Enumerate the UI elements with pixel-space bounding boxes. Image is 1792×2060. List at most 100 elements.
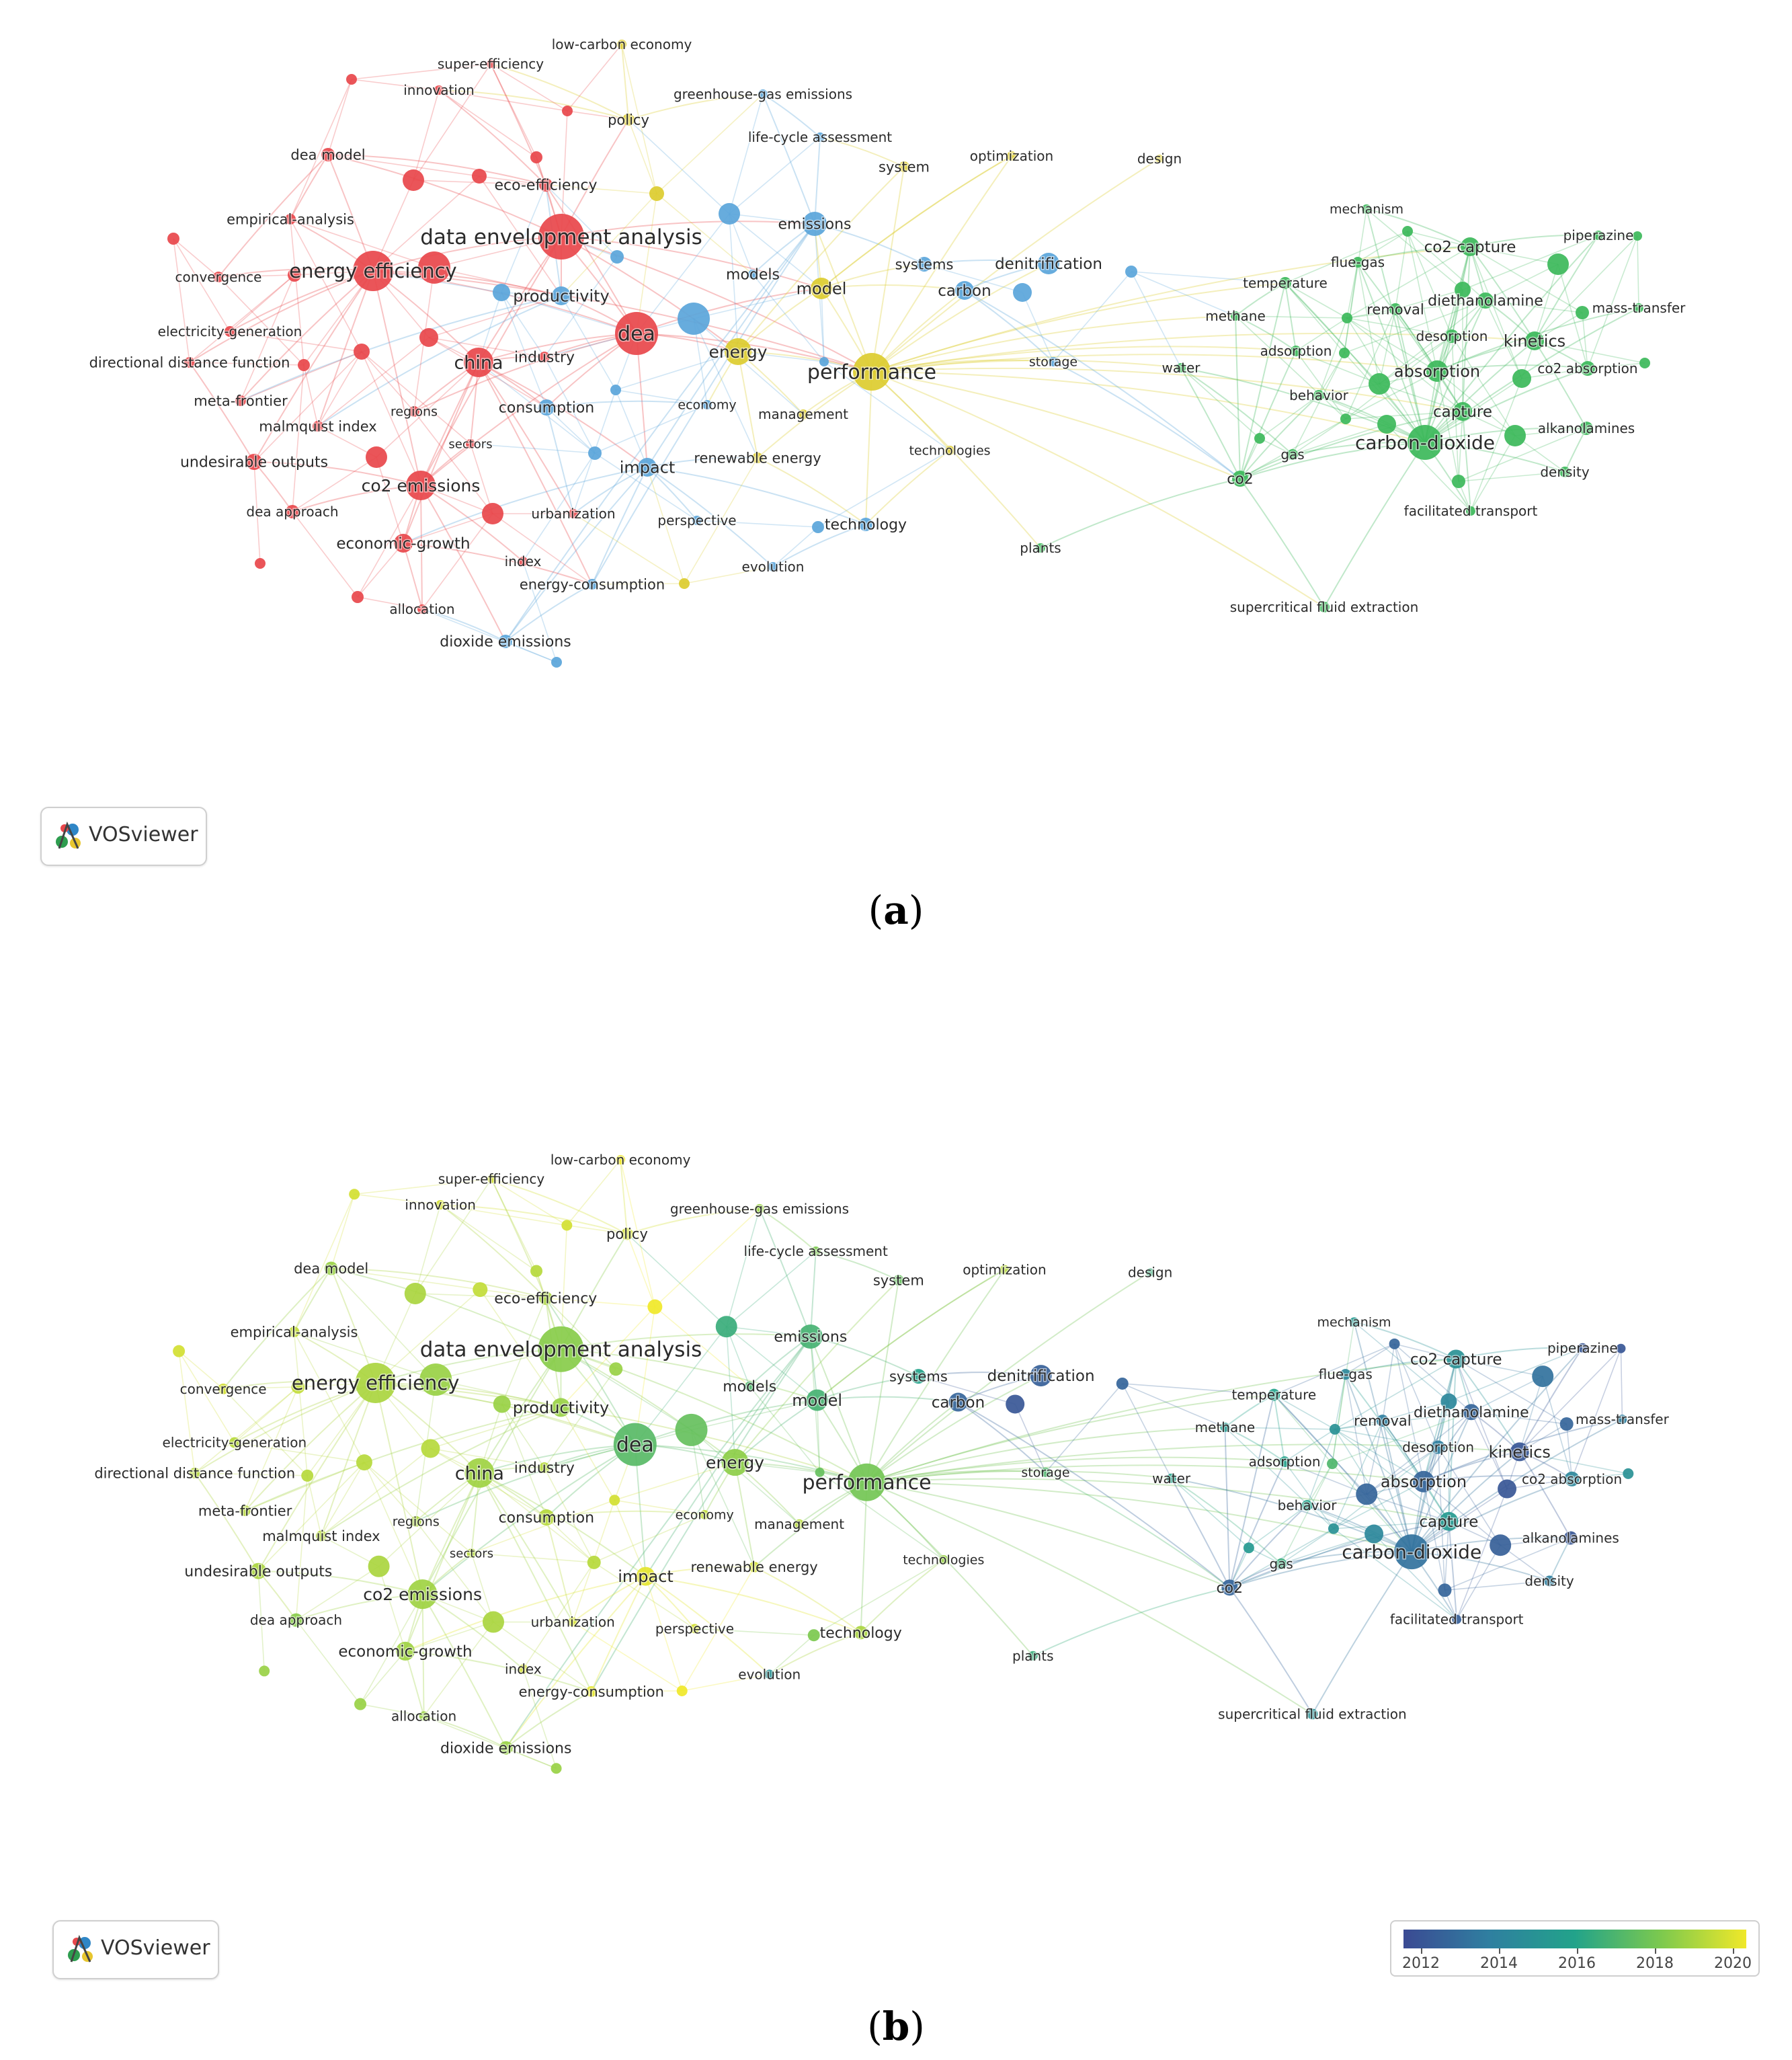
network-node-dea-approach[interactable] [289,1613,303,1627]
network-node[interactable] [1339,348,1350,358]
network-node-urbanization[interactable] [569,509,578,518]
vosviewer-logo-b[interactable]: VOSviewer [52,1920,219,1979]
network-node[interactable] [1365,1524,1384,1544]
network-node[interactable] [1125,266,1137,278]
network-node[interactable] [366,446,387,468]
network-node[interactable] [1498,1479,1517,1499]
network-node-mass-transfer[interactable] [1634,303,1643,313]
network-node-models[interactable] [748,270,758,279]
network-node-productivity[interactable] [552,286,571,305]
network-node-design[interactable] [1155,155,1164,163]
network-node[interactable] [647,1299,663,1314]
network-node-meta-frontier[interactable] [235,395,246,406]
network-node-alkanolamines[interactable] [1563,1531,1578,1545]
network-node-industry[interactable] [539,352,550,362]
network-node-dea-approach[interactable] [286,505,299,518]
network-node-temperature[interactable] [1268,1388,1280,1401]
network-node[interactable] [1532,1365,1554,1388]
network-node-co2-emissions[interactable] [406,471,436,500]
network-node-energy-consumption[interactable] [587,579,598,590]
network-node-management[interactable] [795,1519,805,1529]
network-node[interactable] [1116,1377,1129,1390]
network-node-economic-growth[interactable] [396,1641,415,1661]
network-node[interactable] [483,1611,505,1633]
network-node-policy[interactable] [620,1228,633,1240]
network-node-management[interactable] [799,409,808,419]
network-node[interactable] [812,521,824,533]
network-node-energy[interactable] [725,338,751,365]
network-node-plants[interactable] [1028,1651,1038,1661]
network-node[interactable] [1006,1394,1025,1414]
network-node[interactable] [530,1265,543,1277]
network-node-innovation[interactable] [434,85,444,95]
network-node-removal[interactable] [1389,303,1401,315]
network-node[interactable] [649,186,664,201]
network-node-innovation[interactable] [436,1199,446,1210]
network-node-life-cycle-assessment[interactable] [815,132,825,142]
network-node[interactable] [675,1413,708,1446]
network-node-industry[interactable] [538,1462,550,1474]
network-node-water[interactable] [1166,1473,1176,1483]
vosviewer-logo-a[interactable]: VOSviewer [40,807,207,866]
network-node-plants[interactable] [1036,543,1045,553]
network-node[interactable] [1356,1483,1378,1505]
network-node-technology[interactable] [854,1626,868,1640]
network-node-system[interactable] [893,1275,904,1286]
network-node[interactable] [255,558,266,569]
network-node[interactable] [1504,425,1526,446]
network-node-impact[interactable] [636,1567,655,1586]
network-node-evolution[interactable] [768,562,778,571]
network-node-systems[interactable] [917,257,932,272]
network-node-low-carbon-economy[interactable] [616,1155,626,1165]
network-node-electricity-generation[interactable] [225,326,235,337]
network-node-allocation[interactable] [417,604,427,614]
network-node[interactable] [1490,1534,1512,1556]
network-node-adsorption[interactable] [1291,346,1301,356]
network-node-system[interactable] [899,161,909,172]
network-node-empirical-analysis[interactable] [288,1326,300,1338]
network-node[interactable] [1342,313,1352,323]
network-node[interactable] [493,1395,511,1413]
network-node[interactable] [301,1469,314,1482]
network-node-evolution[interactable] [764,1669,774,1679]
network-node-index[interactable] [518,1664,528,1674]
network-node-piperazine[interactable] [1578,1343,1588,1353]
network-node-productivity[interactable] [551,1398,571,1417]
network-node-water[interactable] [1176,363,1186,372]
network-node-co2-absorption[interactable] [1580,361,1595,376]
network-node-meta-frontier[interactable] [239,1505,251,1517]
network-node-renewable-energy[interactable] [752,452,763,463]
network-node-electricity-generation[interactable] [229,1437,240,1448]
network-node-co2[interactable] [1232,471,1248,487]
network-node-low-carbon-economy[interactable] [617,40,626,49]
network-node-technologies[interactable] [938,1554,948,1564]
network-node[interactable] [610,250,624,264]
network-node[interactable] [473,1282,488,1298]
network-node[interactable] [551,1763,562,1774]
network-node-model[interactable] [806,1389,828,1411]
network-node-allocation[interactable] [419,1711,429,1721]
network-node-sectors[interactable] [466,439,475,448]
network-node-carbon[interactable] [955,281,974,300]
network-node[interactable] [356,1454,372,1471]
network-node[interactable] [587,1555,601,1569]
network-node[interactable] [588,446,602,460]
network-node[interactable] [288,268,301,282]
network-node-mass-transfer[interactable] [1617,1415,1627,1425]
network-node[interactable] [610,385,621,395]
network-node[interactable] [679,578,690,589]
network-node[interactable] [493,284,510,301]
network-node[interactable] [561,1220,573,1231]
network-node-denitrification[interactable] [1038,253,1059,274]
network-node[interactable] [715,1316,737,1338]
network-node-directional-distance-function[interactable] [189,1467,200,1478]
network-node-removal[interactable] [1376,1415,1389,1427]
network-node-capture[interactable] [1453,402,1472,421]
network-node-supercritical-fluid-extraction[interactable] [1307,1708,1318,1720]
network-node-flue-gas[interactable] [1352,257,1363,268]
network-node-behavior[interactable] [1301,1500,1313,1511]
network-node-model[interactable] [811,278,832,299]
network-node-optimization[interactable] [1007,151,1016,161]
network-node-absorption[interactable] [1426,360,1448,382]
network-node[interactable] [530,151,542,163]
